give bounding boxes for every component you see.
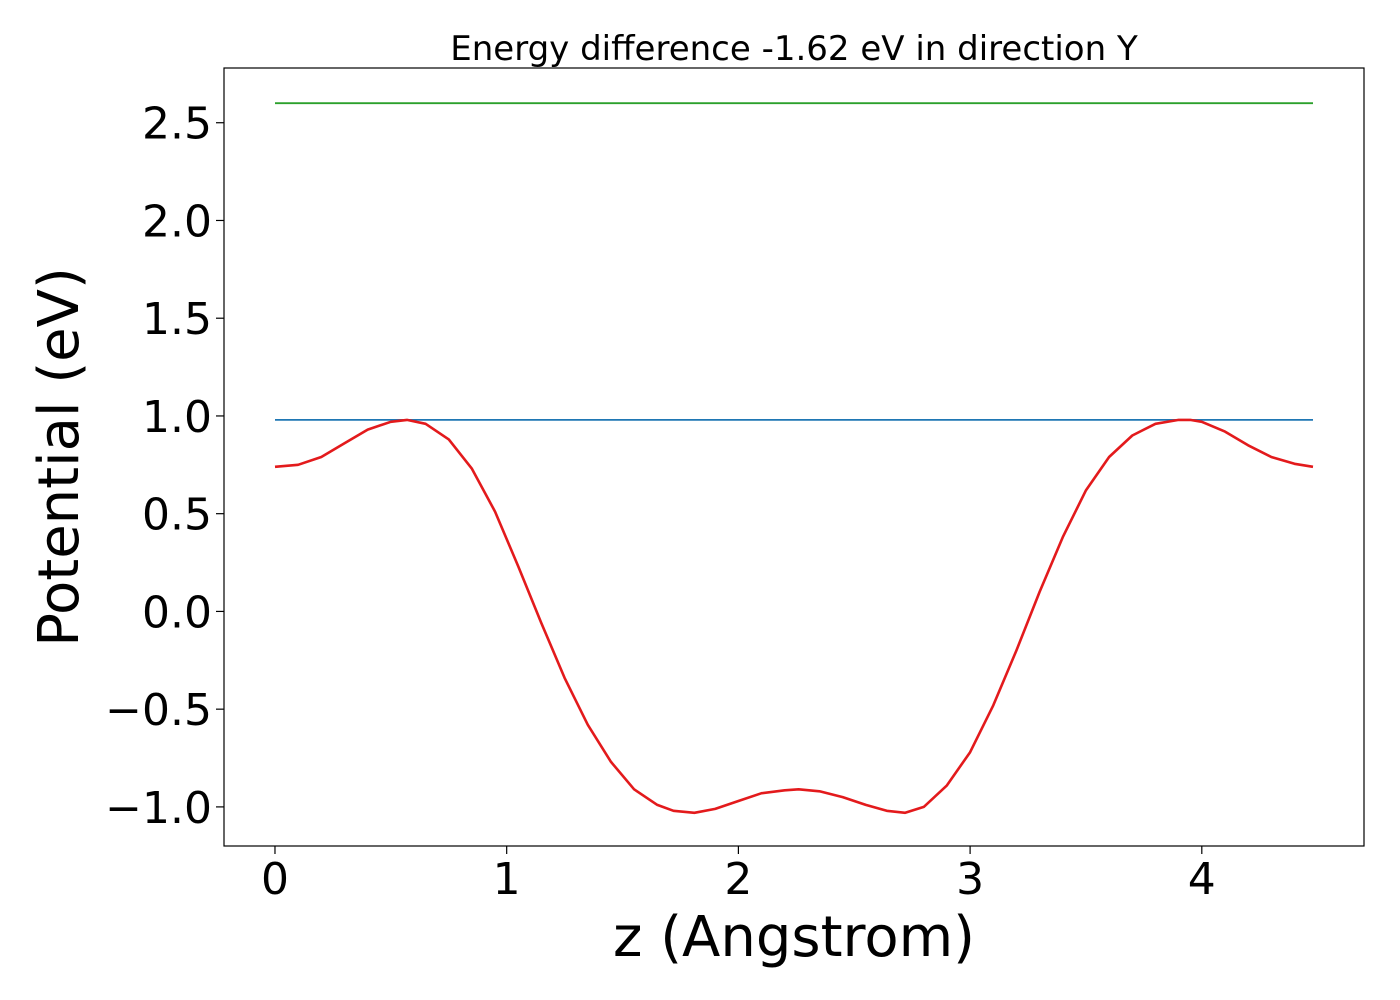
series-line-2 [274, 418, 1314, 815]
plot-area [223, 67, 1365, 847]
chart-title: Energy difference -1.62 eV in direction … [450, 29, 1138, 69]
y-tick-label: −0.5 [105, 685, 212, 736]
x-tick-label: 1 [493, 854, 521, 905]
x-tick-label: 0 [261, 854, 289, 905]
plot-frame [223, 67, 1365, 847]
y-tick-label: 2.0 [142, 196, 212, 247]
plot-background [224, 68, 1364, 846]
y-tick-label: −1.0 [105, 783, 212, 834]
y-axis: −1.0 −0.5 0.0 0.5 1.0 1.5 2.0 2.5 [105, 99, 224, 834]
y-tick-label: 0.0 [142, 587, 212, 638]
x-axis-label: z (Angstrom) [613, 905, 975, 970]
series-layer [274, 102, 1314, 815]
y-tick-label: 1.5 [142, 294, 212, 345]
y-tick-label: 1.0 [142, 392, 212, 443]
y-axis-label: Potential (eV) [27, 267, 92, 647]
x-tick-label: 2 [724, 854, 752, 905]
x-tick-label: 3 [956, 854, 984, 905]
y-tick-label: 0.5 [142, 490, 212, 541]
y-tick-label: 2.5 [142, 99, 212, 150]
x-axis: 0 1 2 3 4 [261, 846, 1216, 905]
x-tick-label: 4 [1188, 854, 1216, 905]
